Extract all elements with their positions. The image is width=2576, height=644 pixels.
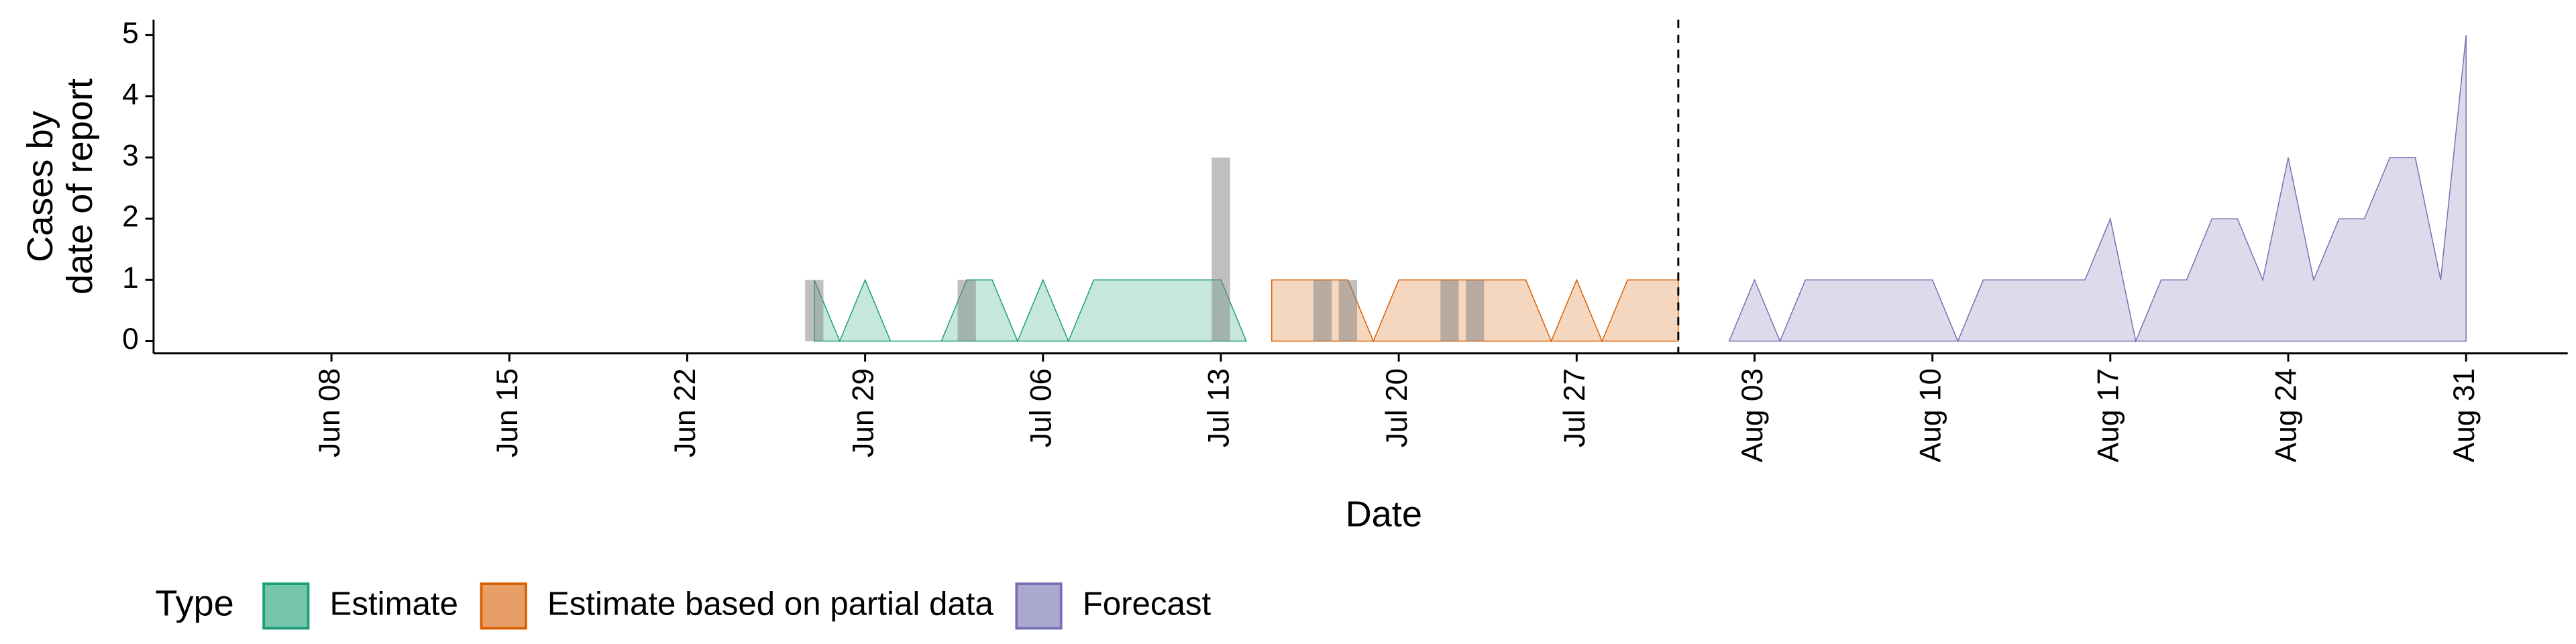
- y-tick-label: 5: [122, 17, 139, 50]
- x-tick-label: Jun 22: [669, 368, 702, 458]
- x-tick-label: Jun 15: [491, 368, 524, 458]
- bar: [1338, 280, 1358, 341]
- x-tick-label: Jun 08: [313, 368, 346, 458]
- x-tick-label: Jul 13: [1203, 368, 1236, 447]
- x-axis-title: Date: [1346, 494, 1422, 535]
- bar: [1212, 157, 1230, 341]
- x-tick-label: Jun 29: [847, 368, 879, 458]
- x-tick-label: Jul 27: [1558, 368, 1591, 447]
- y-tick-label: 0: [122, 323, 139, 356]
- bar: [957, 280, 976, 341]
- legend-key: [1015, 582, 1063, 630]
- y-axis-title-line: Cases by: [20, 111, 60, 262]
- area: [814, 278, 1247, 343]
- bar: [1313, 280, 1332, 341]
- x-tick-label: Aug 24: [2270, 368, 2303, 462]
- x-tick-label: Aug 10: [1914, 368, 1947, 462]
- y-axis-title-line: date of report: [60, 78, 100, 294]
- legend-label: Forecast: [1083, 585, 1212, 622]
- x-tick-label: Aug 03: [1736, 368, 1769, 462]
- y-tick-label: 3: [122, 140, 139, 172]
- y-tick-label: 1: [122, 262, 139, 294]
- area: [1728, 35, 2467, 343]
- x-tick-label: Jul 06: [1024, 368, 1057, 447]
- bar: [1440, 280, 1459, 341]
- y-axis-title: Cases bydate of report: [20, 78, 100, 294]
- y-tick-label: 2: [122, 201, 139, 233]
- x-tick-label: Aug 31: [2448, 368, 2481, 462]
- legend-title: Type: [155, 584, 233, 624]
- x-tick-label: Jul 20: [1381, 368, 1413, 447]
- bar: [805, 280, 824, 341]
- legend-key: [480, 582, 527, 630]
- x-tick-label: Aug 17: [2092, 368, 2125, 462]
- legend-label: Estimate: [330, 585, 458, 622]
- y-tick-label: 4: [122, 78, 139, 111]
- bar: [1466, 280, 1485, 341]
- legend-key: [262, 582, 310, 630]
- legend-label: Estimate based on partial data: [547, 585, 994, 622]
